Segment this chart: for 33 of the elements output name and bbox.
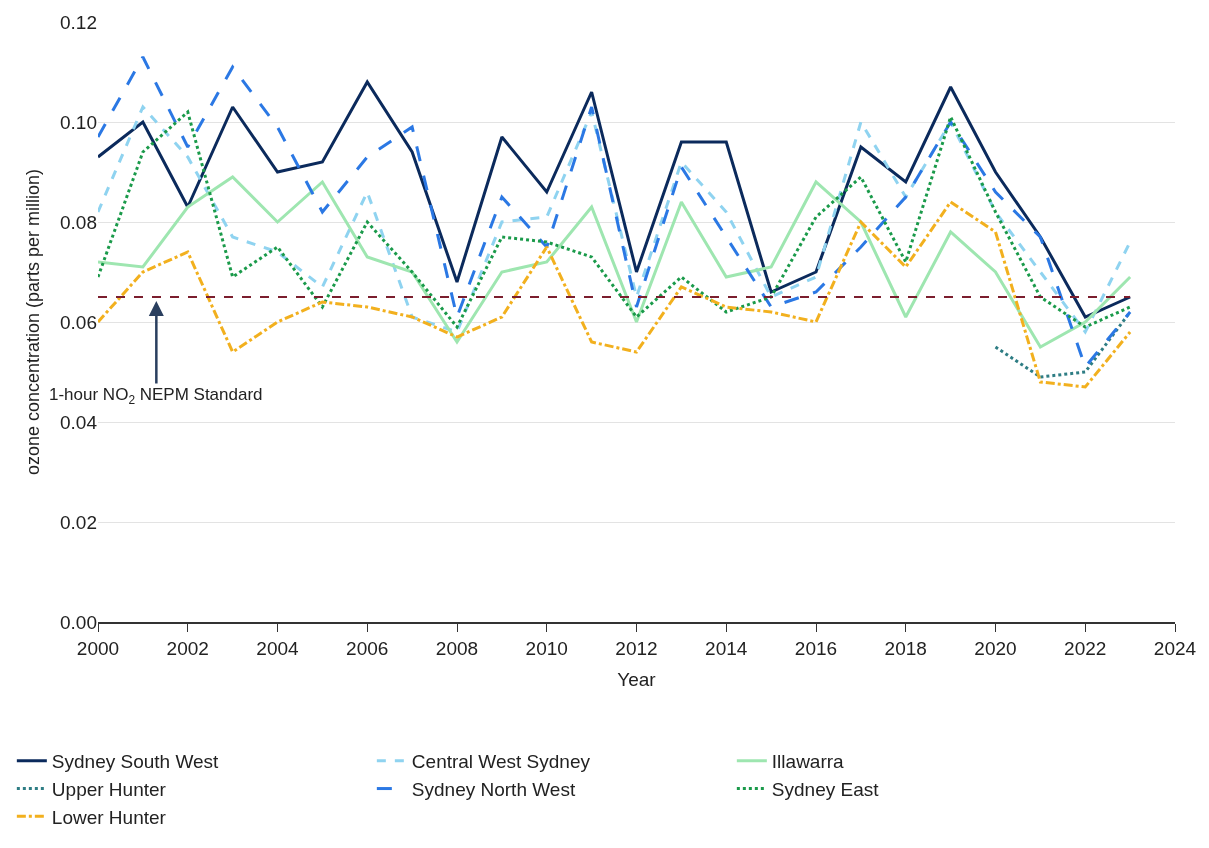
x-tick-label: 2014 [705, 637, 748, 659]
x-tick-label: 2008 [435, 637, 479, 659]
x-tick-label: 2024 [1153, 637, 1197, 659]
x-tick-label: 2020 [974, 637, 1017, 659]
y-tick-label: 0.02 [60, 511, 97, 533]
x-tick-label: 2012 [615, 637, 658, 659]
x-tick-label: 2022 [1064, 637, 1107, 659]
y-tick-label: 0.06 [60, 311, 97, 333]
line-series [98, 80, 1132, 319]
annotation: 1-hour NO$_{2}$ NEPM Standard [49, 385, 263, 407]
y-tick-label: 0.08 [60, 211, 97, 233]
legend-label: Central West Sydney [411, 751, 591, 773]
legend-label: Illawarra [771, 751, 845, 773]
x-tick-label: 2004 [256, 637, 300, 659]
x-tick-label: 2018 [884, 637, 927, 659]
y-tick-label: 0.10 [60, 111, 97, 133]
legend-label: Sydney East [771, 778, 880, 800]
x-axis-title: Year [617, 668, 657, 690]
x-tick-label: 2016 [794, 637, 838, 659]
x-tick-label: 2000 [76, 637, 120, 659]
y-tick-label: 0.12 [60, 11, 97, 33]
legend-label: Upper Hunter [51, 778, 167, 800]
y-axis-title: ozone concentration (parts per million) [23, 168, 44, 476]
y-tick-label: 0.00 [60, 611, 97, 633]
legend-label: Sydney South West [51, 751, 220, 773]
legend-label: Lower Hunter [51, 806, 167, 828]
legend-label: Sydney North West [411, 778, 576, 800]
line-series [98, 200, 1132, 389]
y-tick-label: 0.04 [60, 411, 98, 433]
line-series [98, 175, 1132, 349]
x-tick-label: 2006 [346, 637, 389, 659]
x-tick-label: 2010 [525, 637, 568, 659]
x-tick-label: 2002 [166, 637, 209, 659]
